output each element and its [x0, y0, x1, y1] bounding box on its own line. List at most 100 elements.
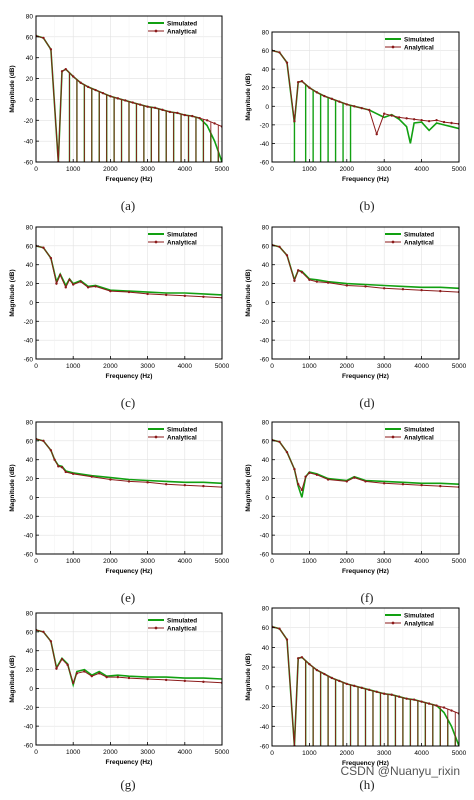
data-point [308, 662, 311, 666]
x-tick-label: 5000 [452, 558, 467, 565]
plot-frame [35, 15, 223, 163]
plot-frame [271, 607, 460, 747]
data-point [79, 280, 82, 283]
y-tick-label: 60 [262, 625, 270, 632]
data-point [90, 674, 94, 678]
data-point [278, 440, 281, 443]
data-point [72, 681, 75, 684]
x-tick-label: 4000 [178, 558, 193, 565]
data-point [127, 676, 131, 680]
data-point [427, 702, 431, 705]
legend-marker [154, 626, 158, 630]
x-tick-label: 2000 [103, 558, 118, 565]
x-axis-title: Frequency (Hz) [106, 373, 153, 380]
data-point [308, 86, 311, 89]
y-tick-label: 60 [26, 34, 34, 41]
x-tick-label: 0 [270, 166, 274, 173]
data-point [146, 292, 149, 296]
data-point [198, 117, 201, 120]
watermark: CSDN @Nuanyu_rixin [340, 764, 460, 778]
y-tick-label: 60 [262, 243, 270, 250]
legend-label: Analytical [167, 625, 197, 632]
data-point [405, 697, 408, 700]
data-point [383, 287, 386, 290]
x-tick-label: 4000 [414, 558, 429, 565]
plot-frame [271, 421, 460, 555]
y-tick-label: 0 [29, 300, 33, 307]
legend-label: Analytical [404, 239, 434, 246]
data-point [202, 484, 205, 488]
y-tick-label: 40 [262, 457, 270, 464]
x-tick-label: 2000 [103, 363, 118, 370]
data-point [64, 67, 67, 71]
x-axis-title: Frequency (Hz) [342, 373, 389, 380]
legend-label: Simulated [167, 617, 197, 624]
data-point [278, 245, 281, 248]
x-tick-label: 0 [270, 363, 274, 370]
x-tick-label: 5000 [215, 558, 230, 565]
data-point [435, 704, 438, 707]
chart-panel-2: -60 -40 -20 0 20 40 60 80 0 1000 2000 3000 4000 5000 F… [245, 30, 467, 184]
legend-label: Analytical [167, 28, 197, 35]
y-tick-label: 20 [262, 476, 270, 483]
y-tick-label: 80 [26, 14, 34, 21]
plot-frame [35, 421, 223, 555]
data-point [83, 670, 86, 673]
data-point [53, 458, 56, 461]
data-point [338, 679, 341, 683]
plot-frame [271, 31, 460, 163]
x-axis-title: Frequency (Hz) [106, 176, 153, 183]
x-axis-title: Frequency (Hz) [106, 568, 153, 575]
y-tick-label: -20 [260, 704, 270, 711]
data-point [315, 668, 319, 672]
x-tick-label: 0 [34, 749, 38, 756]
data-point [353, 476, 356, 479]
data-point [94, 285, 97, 288]
data-point [353, 684, 356, 688]
chart-panel-3: -60 -40 -20 0 20 40 60 80 0 1000 2000 3000 4000 5000 F… [9, 225, 230, 381]
y-tick-label: 20 [262, 281, 270, 288]
y-tick-label: 0 [265, 300, 269, 307]
y-tick-label: 0 [29, 97, 33, 104]
x-tick-label: 5000 [215, 363, 230, 370]
data-point [109, 95, 112, 98]
x-axis-title: Frequency (Hz) [342, 760, 389, 767]
panel-label: (d) [359, 395, 375, 410]
data-point [296, 657, 300, 660]
x-tick-label: 5000 [452, 166, 467, 173]
legend-label: Simulated [404, 36, 434, 43]
data-point [427, 119, 431, 123]
y-tick-label: -60 [260, 744, 270, 751]
data-point [368, 108, 371, 112]
series-line-analytical [272, 439, 459, 492]
data-point [153, 106, 157, 109]
data-point [79, 81, 82, 84]
data-point [72, 472, 75, 476]
data-point [109, 289, 112, 293]
x-tick-label: 3000 [140, 166, 155, 173]
legend-label: Analytical [167, 239, 197, 246]
data-point [450, 709, 453, 712]
y-tick-label: 20 [26, 281, 34, 288]
data-point [330, 97, 334, 101]
panel-label: (f) [360, 590, 374, 605]
y-tick-label: -60 [24, 743, 34, 750]
x-tick-label: 2000 [340, 166, 355, 173]
y-tick-label: -20 [24, 514, 34, 521]
y-axis-title: Magnitude (dB) [9, 655, 16, 702]
y-tick-label: 0 [29, 495, 33, 502]
y-tick-label: -40 [24, 533, 34, 540]
y-tick-label: 60 [26, 629, 34, 636]
panel-label: (c) [120, 395, 136, 410]
y-tick-label: 40 [262, 67, 270, 74]
x-tick-label: 0 [34, 166, 38, 173]
data-point [326, 478, 330, 481]
y-tick-label: 80 [26, 420, 34, 427]
data-point [72, 283, 75, 286]
data-point [42, 246, 45, 249]
y-tick-label: -40 [24, 139, 34, 146]
data-point [86, 286, 90, 289]
data-point [42, 439, 45, 443]
x-tick-label: 5000 [452, 363, 467, 370]
y-tick-label: 0 [29, 686, 33, 693]
